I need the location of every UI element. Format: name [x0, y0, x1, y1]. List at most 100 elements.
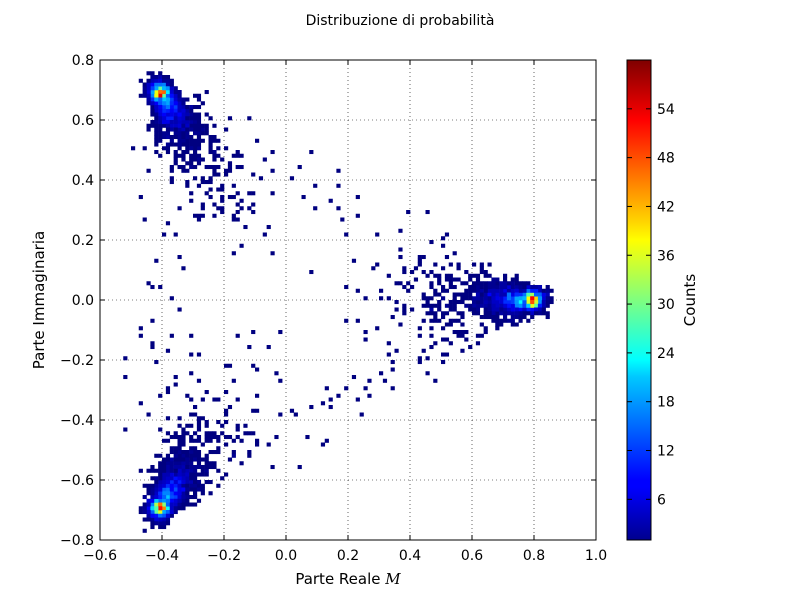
heatmap-cell: [475, 307, 481, 312]
heatmap-cell: [196, 438, 202, 443]
heatmap-cell: [309, 405, 314, 410]
heatmap-cell: [185, 453, 190, 458]
heatmap-cell: [530, 300, 535, 305]
heatmap-cell: [216, 468, 221, 473]
heatmap-cell: [297, 465, 302, 470]
heatmap-cell: [545, 288, 550, 293]
heatmap-cell: [212, 435, 217, 440]
heatmap-cell: [196, 378, 202, 383]
heatmap-cell: [162, 472, 167, 477]
heatmap-cell: [224, 472, 229, 477]
heatmap-cell: [479, 288, 484, 293]
heatmap-cell: [518, 288, 523, 293]
heatmap-cell: [452, 251, 457, 256]
heatmap-cells: [123, 71, 554, 533]
heatmap-cell: [193, 157, 198, 162]
heatmap-cell: [162, 525, 167, 530]
heatmap-cell: [154, 86, 159, 91]
heatmap-cell: [204, 90, 209, 95]
heatmap-cell: [526, 303, 531, 308]
heatmap-cell: [421, 292, 426, 297]
heatmap-cell: [224, 127, 229, 132]
heatmap-cell: [189, 476, 194, 481]
heatmap-cell: [460, 333, 465, 338]
heatmap-cell: [472, 281, 477, 286]
heatmap-cell: [336, 206, 341, 211]
heatmap-cell: [313, 183, 318, 188]
heatmap-cell: [189, 123, 194, 128]
heatmap-cell: [545, 300, 550, 305]
heatmap-cell: [224, 408, 229, 413]
heatmap-cell: [255, 438, 260, 443]
heatmap-cell: [394, 307, 399, 312]
heatmap-cell: [456, 333, 461, 338]
heatmap-cell: [379, 296, 384, 301]
heatmap-cell: [216, 153, 221, 158]
heatmap-cell: [150, 108, 155, 113]
heatmap-cell: [193, 138, 198, 143]
heatmap-cell: [185, 146, 190, 151]
heatmap-cell: [227, 457, 233, 462]
heatmap-cell: [189, 153, 194, 158]
heatmap-cell: [189, 352, 194, 357]
heatmap-cell: [452, 303, 457, 308]
heatmap-cell: [181, 502, 186, 507]
heatmap-cell: [185, 180, 190, 185]
heatmap-cell: [231, 450, 236, 455]
heatmap-cell: [351, 375, 357, 380]
heatmap-cell: [173, 153, 178, 158]
heatmap-cell: [526, 311, 531, 316]
heatmap-cell: [444, 352, 450, 357]
heatmap-cell: [158, 78, 163, 83]
heatmap-cell: [150, 105, 155, 110]
heatmap-cell: [247, 453, 252, 458]
heatmap-cell: [196, 427, 202, 432]
heatmap-cell: [394, 281, 399, 286]
heatmap-cell: [270, 150, 275, 155]
heatmap-cell: [158, 97, 163, 102]
heatmap-cell: [518, 307, 523, 312]
chart-title: Distribuzione di probabilità: [306, 13, 495, 29]
heatmap-cell: [162, 468, 167, 473]
heatmap-cell: [173, 90, 178, 95]
y-tick-label: 0.6: [72, 113, 94, 129]
heatmap-cell: [421, 296, 426, 301]
heatmap-cell: [165, 97, 171, 102]
heatmap-cell: [510, 311, 515, 316]
heatmap-cell: [177, 423, 182, 428]
heatmap-cell: [239, 243, 244, 248]
heatmap-cell: [518, 303, 523, 308]
heatmap-cell: [177, 105, 182, 110]
heatmap-cell: [165, 506, 171, 511]
heatmap-cell: [522, 315, 527, 320]
heatmap-cell: [189, 116, 194, 121]
heatmap-cell: [448, 303, 453, 308]
heatmap-cell: [464, 270, 469, 275]
heatmap-cell: [173, 131, 178, 136]
heatmap-cell: [429, 270, 434, 275]
heatmap-cell: [158, 71, 163, 76]
heatmap-cell: [255, 367, 260, 372]
heatmap-cell: [193, 120, 198, 125]
heatmap-cell: [165, 453, 171, 458]
heatmap-cell: [216, 187, 221, 192]
heatmap-cell: [138, 93, 143, 98]
heatmap-cell: [499, 292, 504, 297]
heatmap-cell: [270, 191, 275, 196]
heatmap-cell: [417, 356, 422, 361]
heatmap-cell: [491, 296, 496, 301]
heatmap-cell: [173, 150, 178, 155]
heatmap-cell: [200, 131, 205, 136]
heatmap-cell: [142, 217, 147, 222]
heatmap-cell: [169, 502, 174, 507]
heatmap-cell: [448, 322, 453, 327]
heatmap-cell: [413, 277, 419, 282]
heatmap-cell: [177, 127, 182, 132]
heatmap-cell: [154, 521, 159, 526]
heatmap-cell: [181, 153, 186, 158]
heatmap-cell: [208, 480, 213, 485]
heatmap-cell: [169, 78, 174, 83]
heatmap-cell: [444, 303, 450, 308]
y-tick-label: 0.2: [72, 233, 94, 249]
heatmap-cell: [514, 300, 519, 305]
